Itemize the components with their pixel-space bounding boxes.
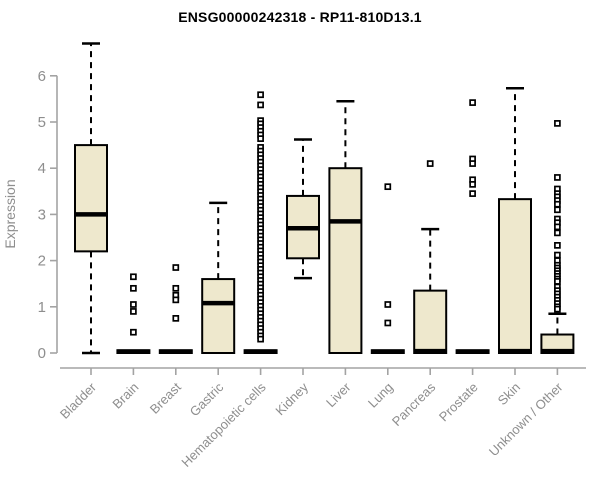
boxplot-liver: [328, 99, 363, 354]
outlier-point: [554, 278, 561, 285]
iqr-box: [74, 144, 108, 253]
outlier-point: [554, 305, 561, 313]
iqr-box: [498, 198, 532, 354]
outlier-point: [426, 160, 434, 167]
boxplot-brain: [116, 273, 151, 354]
boxplot-bladder: [74, 42, 108, 355]
outlier-point: [130, 308, 137, 315]
outlier-point: [257, 91, 264, 99]
boxplot-prostate: [455, 99, 490, 354]
iqr-box: [201, 278, 236, 354]
outlier-point: [554, 206, 561, 214]
outlier-point: [554, 120, 561, 127]
y-tick-label: 0: [38, 345, 46, 362]
y-tick-label: 4: [38, 160, 46, 177]
boxplot-pancreas: [413, 160, 448, 355]
x-tick-label-breast: Breast: [147, 379, 184, 416]
outlier-point: [469, 99, 476, 106]
outlier-point: [554, 229, 561, 237]
outlier-point: [172, 284, 180, 292]
x-tick-label-gastric: Gastric: [187, 379, 227, 419]
outlier-point: [257, 135, 264, 142]
x-tick-label-kidney: Kidney: [272, 379, 311, 418]
outlier-point: [554, 251, 561, 259]
iqr-box: [328, 167, 363, 354]
y-axis-label: Expression: [2, 179, 18, 248]
outlier-point: [554, 223, 561, 231]
y-tick-label: 3: [38, 206, 46, 223]
x-tick-label-unknown-other: Unknown / Other: [486, 379, 566, 459]
outlier-point: [554, 200, 561, 208]
boxplot-skin: [498, 87, 532, 354]
chart-title: ENSG00000242318 - RP11-810D13.1: [178, 9, 422, 25]
x-tick-label-brain: Brain: [109, 380, 141, 412]
x-tick-label-prostate: Prostate: [436, 380, 481, 425]
outlier-point: [130, 273, 137, 281]
outlier-point: [172, 264, 180, 271]
outlier-point: [130, 284, 137, 292]
outlier-point: [130, 328, 137, 336]
outlier-point: [554, 242, 561, 249]
boxplot-lung: [370, 183, 405, 354]
outlier-point: [384, 183, 392, 191]
y-tick-label: 6: [38, 68, 46, 85]
y-tick-label: 5: [38, 114, 46, 131]
outlier-point: [172, 296, 180, 304]
outlier-point: [384, 301, 392, 308]
outlier-point: [554, 174, 561, 181]
outlier-point: [469, 190, 476, 197]
x-tick-label-liver: Liver: [323, 379, 354, 410]
outlier-point: [172, 315, 180, 322]
outlier-point: [469, 160, 476, 167]
outlier-point: [257, 101, 264, 109]
boxplot-breast: [158, 264, 193, 354]
y-tick-label: 2: [38, 253, 46, 270]
boxplot-gastric: [201, 201, 236, 354]
x-tick-label-pancreas: Pancreas: [389, 379, 439, 429]
boxplot-unknown-other: [540, 120, 575, 354]
x-tick-label-hematopoietic-cells: Hematopoietic cells: [178, 379, 269, 470]
y-tick-label: 1: [38, 299, 46, 316]
x-tick-label-skin: Skin: [495, 380, 523, 408]
iqr-box: [413, 289, 448, 355]
x-tick-label-bladder: Bladder: [57, 379, 100, 422]
y-axis: 0 1 2 3 4 5 6 Expression: [2, 68, 58, 362]
outlier-point: [469, 181, 476, 188]
boxplot-hematopoietic-cells: [243, 91, 278, 354]
outlier-point: [257, 335, 264, 343]
outlier-point: [130, 301, 137, 308]
boxplot-kidney: [286, 138, 320, 280]
x-tick-label-lung: Lung: [365, 380, 396, 411]
outlier-point: [384, 319, 392, 327]
